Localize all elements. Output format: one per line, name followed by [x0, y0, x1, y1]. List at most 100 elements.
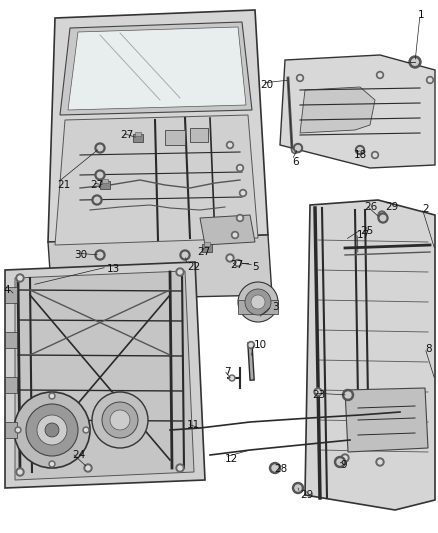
Text: 7: 7 [224, 367, 231, 377]
Text: 6: 6 [292, 157, 299, 167]
Circle shape [26, 404, 78, 456]
Text: 22: 22 [187, 262, 200, 272]
Circle shape [378, 460, 382, 464]
Bar [133, 134, 143, 142]
Bar [5, 287, 17, 303]
Text: 3: 3 [272, 302, 279, 312]
Circle shape [86, 466, 90, 470]
Circle shape [97, 172, 103, 177]
Circle shape [95, 250, 105, 260]
Text: 27: 27 [230, 260, 243, 270]
Circle shape [376, 458, 384, 466]
Text: 12: 12 [225, 454, 238, 464]
Text: 5: 5 [252, 262, 258, 272]
Circle shape [226, 141, 233, 149]
Polygon shape [55, 115, 258, 245]
Circle shape [95, 143, 105, 153]
Circle shape [238, 216, 242, 220]
Circle shape [378, 211, 386, 219]
Text: 1: 1 [418, 10, 424, 20]
Circle shape [37, 415, 67, 445]
Circle shape [272, 465, 278, 471]
Circle shape [378, 213, 388, 223]
Circle shape [238, 282, 278, 322]
Circle shape [343, 390, 353, 400]
Circle shape [380, 213, 384, 217]
Polygon shape [345, 388, 428, 452]
Circle shape [427, 77, 434, 84]
Circle shape [178, 270, 182, 274]
Polygon shape [15, 271, 194, 480]
Circle shape [292, 147, 299, 154]
Text: 9: 9 [340, 460, 346, 470]
Text: 17: 17 [357, 230, 370, 240]
Text: 27: 27 [90, 180, 103, 190]
Polygon shape [200, 215, 255, 245]
Text: 2: 2 [422, 204, 429, 214]
Bar [202, 244, 212, 252]
Circle shape [236, 261, 240, 265]
Circle shape [409, 56, 421, 68]
Circle shape [83, 427, 89, 433]
Text: 28: 28 [274, 464, 287, 474]
Text: 26: 26 [364, 202, 377, 212]
Circle shape [97, 146, 103, 151]
Circle shape [337, 459, 343, 465]
Circle shape [232, 231, 239, 238]
Circle shape [45, 423, 59, 437]
Polygon shape [68, 27, 246, 110]
Circle shape [84, 464, 92, 472]
Circle shape [356, 146, 364, 155]
Text: 27: 27 [120, 130, 133, 140]
Circle shape [18, 276, 22, 280]
Circle shape [335, 456, 346, 467]
Text: 18: 18 [354, 150, 367, 160]
Circle shape [293, 148, 297, 152]
Text: 29: 29 [385, 202, 398, 212]
Circle shape [228, 256, 232, 260]
Circle shape [16, 468, 24, 476]
Circle shape [371, 151, 378, 158]
Text: 24: 24 [72, 450, 85, 460]
Circle shape [178, 466, 182, 470]
Circle shape [269, 463, 280, 473]
Circle shape [92, 392, 148, 448]
Bar [204, 242, 210, 246]
Polygon shape [300, 87, 375, 133]
Text: 25: 25 [360, 226, 373, 236]
Circle shape [247, 342, 254, 349]
Circle shape [412, 59, 418, 66]
Circle shape [343, 456, 347, 460]
Bar [190, 128, 208, 142]
Circle shape [298, 76, 302, 80]
Circle shape [50, 463, 53, 465]
Circle shape [240, 190, 247, 197]
Circle shape [50, 394, 53, 398]
Text: 13: 13 [107, 264, 120, 274]
Circle shape [49, 461, 55, 467]
Bar [5, 377, 17, 393]
Circle shape [341, 454, 349, 462]
Circle shape [296, 146, 300, 150]
Circle shape [297, 75, 304, 82]
Circle shape [234, 260, 241, 266]
Circle shape [345, 392, 351, 398]
Circle shape [110, 410, 130, 430]
Polygon shape [60, 22, 252, 115]
Text: 23: 23 [312, 390, 325, 400]
Text: 11: 11 [187, 420, 200, 430]
Circle shape [94, 197, 100, 203]
Text: 21: 21 [57, 180, 70, 190]
Circle shape [182, 252, 188, 258]
Circle shape [237, 214, 244, 222]
Circle shape [17, 429, 20, 432]
Polygon shape [305, 200, 435, 510]
Text: 20: 20 [260, 80, 273, 90]
Bar [5, 332, 17, 348]
Circle shape [95, 170, 105, 180]
Circle shape [249, 343, 253, 347]
Polygon shape [5, 262, 205, 488]
Circle shape [97, 252, 103, 258]
Circle shape [180, 250, 190, 260]
Circle shape [92, 195, 102, 205]
